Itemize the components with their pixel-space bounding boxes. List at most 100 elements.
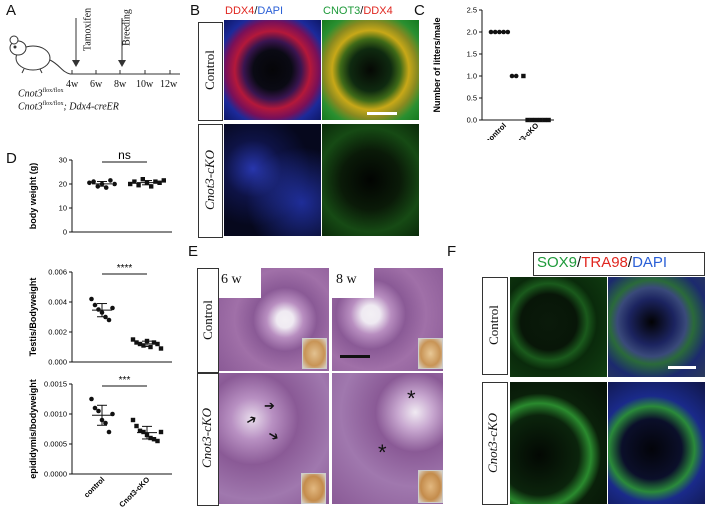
data-point <box>155 438 160 444</box>
e-row-label-control: Control <box>200 300 215 340</box>
f-stain-label: SOX9/TRA98/DAPI <box>537 254 668 271</box>
data-point <box>134 340 139 345</box>
data-point <box>89 296 94 302</box>
y-tick-label: 2.5 <box>467 6 477 15</box>
y-axis-label: Testis/Bodyweight <box>28 278 38 357</box>
data-point <box>151 340 157 345</box>
data-point <box>89 396 94 402</box>
star-marker-1: * <box>407 386 416 411</box>
f-image-cko-sox9 <box>510 382 607 504</box>
data-point <box>130 417 136 423</box>
row-label-box-cko <box>198 124 223 238</box>
e-row-box-control <box>197 268 219 373</box>
y-tick-label: 1.0 <box>467 72 477 81</box>
y-tick-label: 0.0010 <box>44 410 67 419</box>
y-tick-label: 0.000 <box>48 358 67 367</box>
row-label-box-control <box>198 22 223 121</box>
tick-8w: 8w <box>114 79 127 90</box>
data-point <box>136 183 141 188</box>
data-point <box>144 432 150 438</box>
testis-photo-cko-6w <box>301 473 326 504</box>
testis-photo-control-6w <box>302 338 327 369</box>
data-point <box>140 177 145 182</box>
chart-litters: 0.0 0.5 1.0 1.5 2.0 2.5 Number of litters/male… <box>432 6 554 140</box>
y-tick-label: 0 <box>63 228 67 237</box>
tick-6w: 6w <box>90 79 103 90</box>
star-marker-2: * <box>378 440 387 465</box>
data-point <box>144 338 150 344</box>
genotype-cko: Cnot3flox/flox; Ddx4-creER <box>18 101 119 113</box>
testis-photo-control-8w <box>418 338 443 369</box>
image-control-cnot3-ddx4 <box>322 20 419 120</box>
data-point <box>505 29 511 35</box>
data-point <box>112 181 117 187</box>
data-point <box>538 117 543 123</box>
data-point <box>141 343 146 348</box>
data-point <box>155 341 160 347</box>
data-point <box>546 117 551 123</box>
data-point <box>108 178 113 183</box>
y-tick-label: 0.0000 <box>44 470 67 479</box>
y-tick-label: 1.5 <box>467 50 477 59</box>
data-point <box>130 337 136 342</box>
y-tick-label: 10 <box>59 204 67 213</box>
data-point <box>144 180 150 185</box>
f-row-box-control <box>482 277 508 375</box>
data-point <box>103 185 109 190</box>
data-point <box>501 29 506 35</box>
significance-label: ns <box>118 148 131 162</box>
e-row-box-cko <box>197 373 219 506</box>
y-tick-label: 0.0015 <box>44 380 67 389</box>
mouse-timeline-diagram <box>9 18 180 75</box>
significance-label: *** <box>119 375 131 386</box>
y-tick-label: 0.0 <box>467 116 477 125</box>
e-col-label-8w: 8 w <box>336 272 357 287</box>
x-tick-label: control <box>484 121 508 140</box>
x-tick-label: control <box>82 475 106 499</box>
data-point <box>148 344 153 350</box>
data-point <box>148 435 153 441</box>
f-row-box-cko <box>482 382 508 505</box>
data-point <box>137 428 143 433</box>
y-tick-label: 30 <box>59 156 67 165</box>
f-image-control-merge <box>608 277 705 377</box>
panel-label-e: E <box>188 243 199 260</box>
data-point <box>110 411 115 417</box>
testis-photo-cko-8w <box>418 470 443 503</box>
tamoxifen-label: Tamoxifen <box>82 7 94 52</box>
data-point <box>149 184 154 189</box>
chart-body-weight: 0 10 20 30 body weight (g) ns <box>28 148 172 237</box>
chart-testis-bodyweight: 0.000 0.002 0.004 0.006 Testis/Bodyweight ***… <box>28 263 172 367</box>
data-point <box>92 405 98 411</box>
data-point <box>103 314 108 320</box>
data-point <box>521 73 526 79</box>
f-row-label-control: Control <box>486 305 501 345</box>
data-point <box>513 73 519 79</box>
y-tick-label: 20 <box>59 180 67 189</box>
y-tick-label: 0.006 <box>48 268 67 277</box>
data-point <box>529 117 534 123</box>
significance-label: **** <box>117 263 133 274</box>
f-row-label-cko: Cnot3-cKO <box>485 413 500 473</box>
data-point <box>509 73 515 79</box>
row-label-control: Control <box>202 50 217 90</box>
y-tick-label: 0.0005 <box>44 440 67 449</box>
panel-label-b: B <box>190 2 201 19</box>
e-scale-bar <box>340 355 370 358</box>
panel-label-a: A <box>6 2 17 19</box>
data-point <box>128 181 133 187</box>
stain-label-cnot3-ddx4: CNOT3/DDX4 <box>323 5 393 17</box>
tick-4w: 4w <box>66 79 79 90</box>
data-point <box>95 184 101 189</box>
tick-12w: 12w <box>160 79 178 90</box>
e-col-box-6w <box>219 268 261 298</box>
breeding-label: Breeding <box>121 9 133 46</box>
chart-epididymis-bodyweight: 0.0000 0.0005 0.0010 0.0015 epididymis/bodyw… <box>28 375 172 509</box>
data-point <box>533 117 539 123</box>
data-point <box>497 29 502 35</box>
data-point <box>134 423 139 429</box>
data-point <box>99 310 105 315</box>
data-point <box>99 181 105 187</box>
data-point <box>103 420 108 426</box>
genotype-control: Cnot3flox/flox <box>18 88 64 100</box>
